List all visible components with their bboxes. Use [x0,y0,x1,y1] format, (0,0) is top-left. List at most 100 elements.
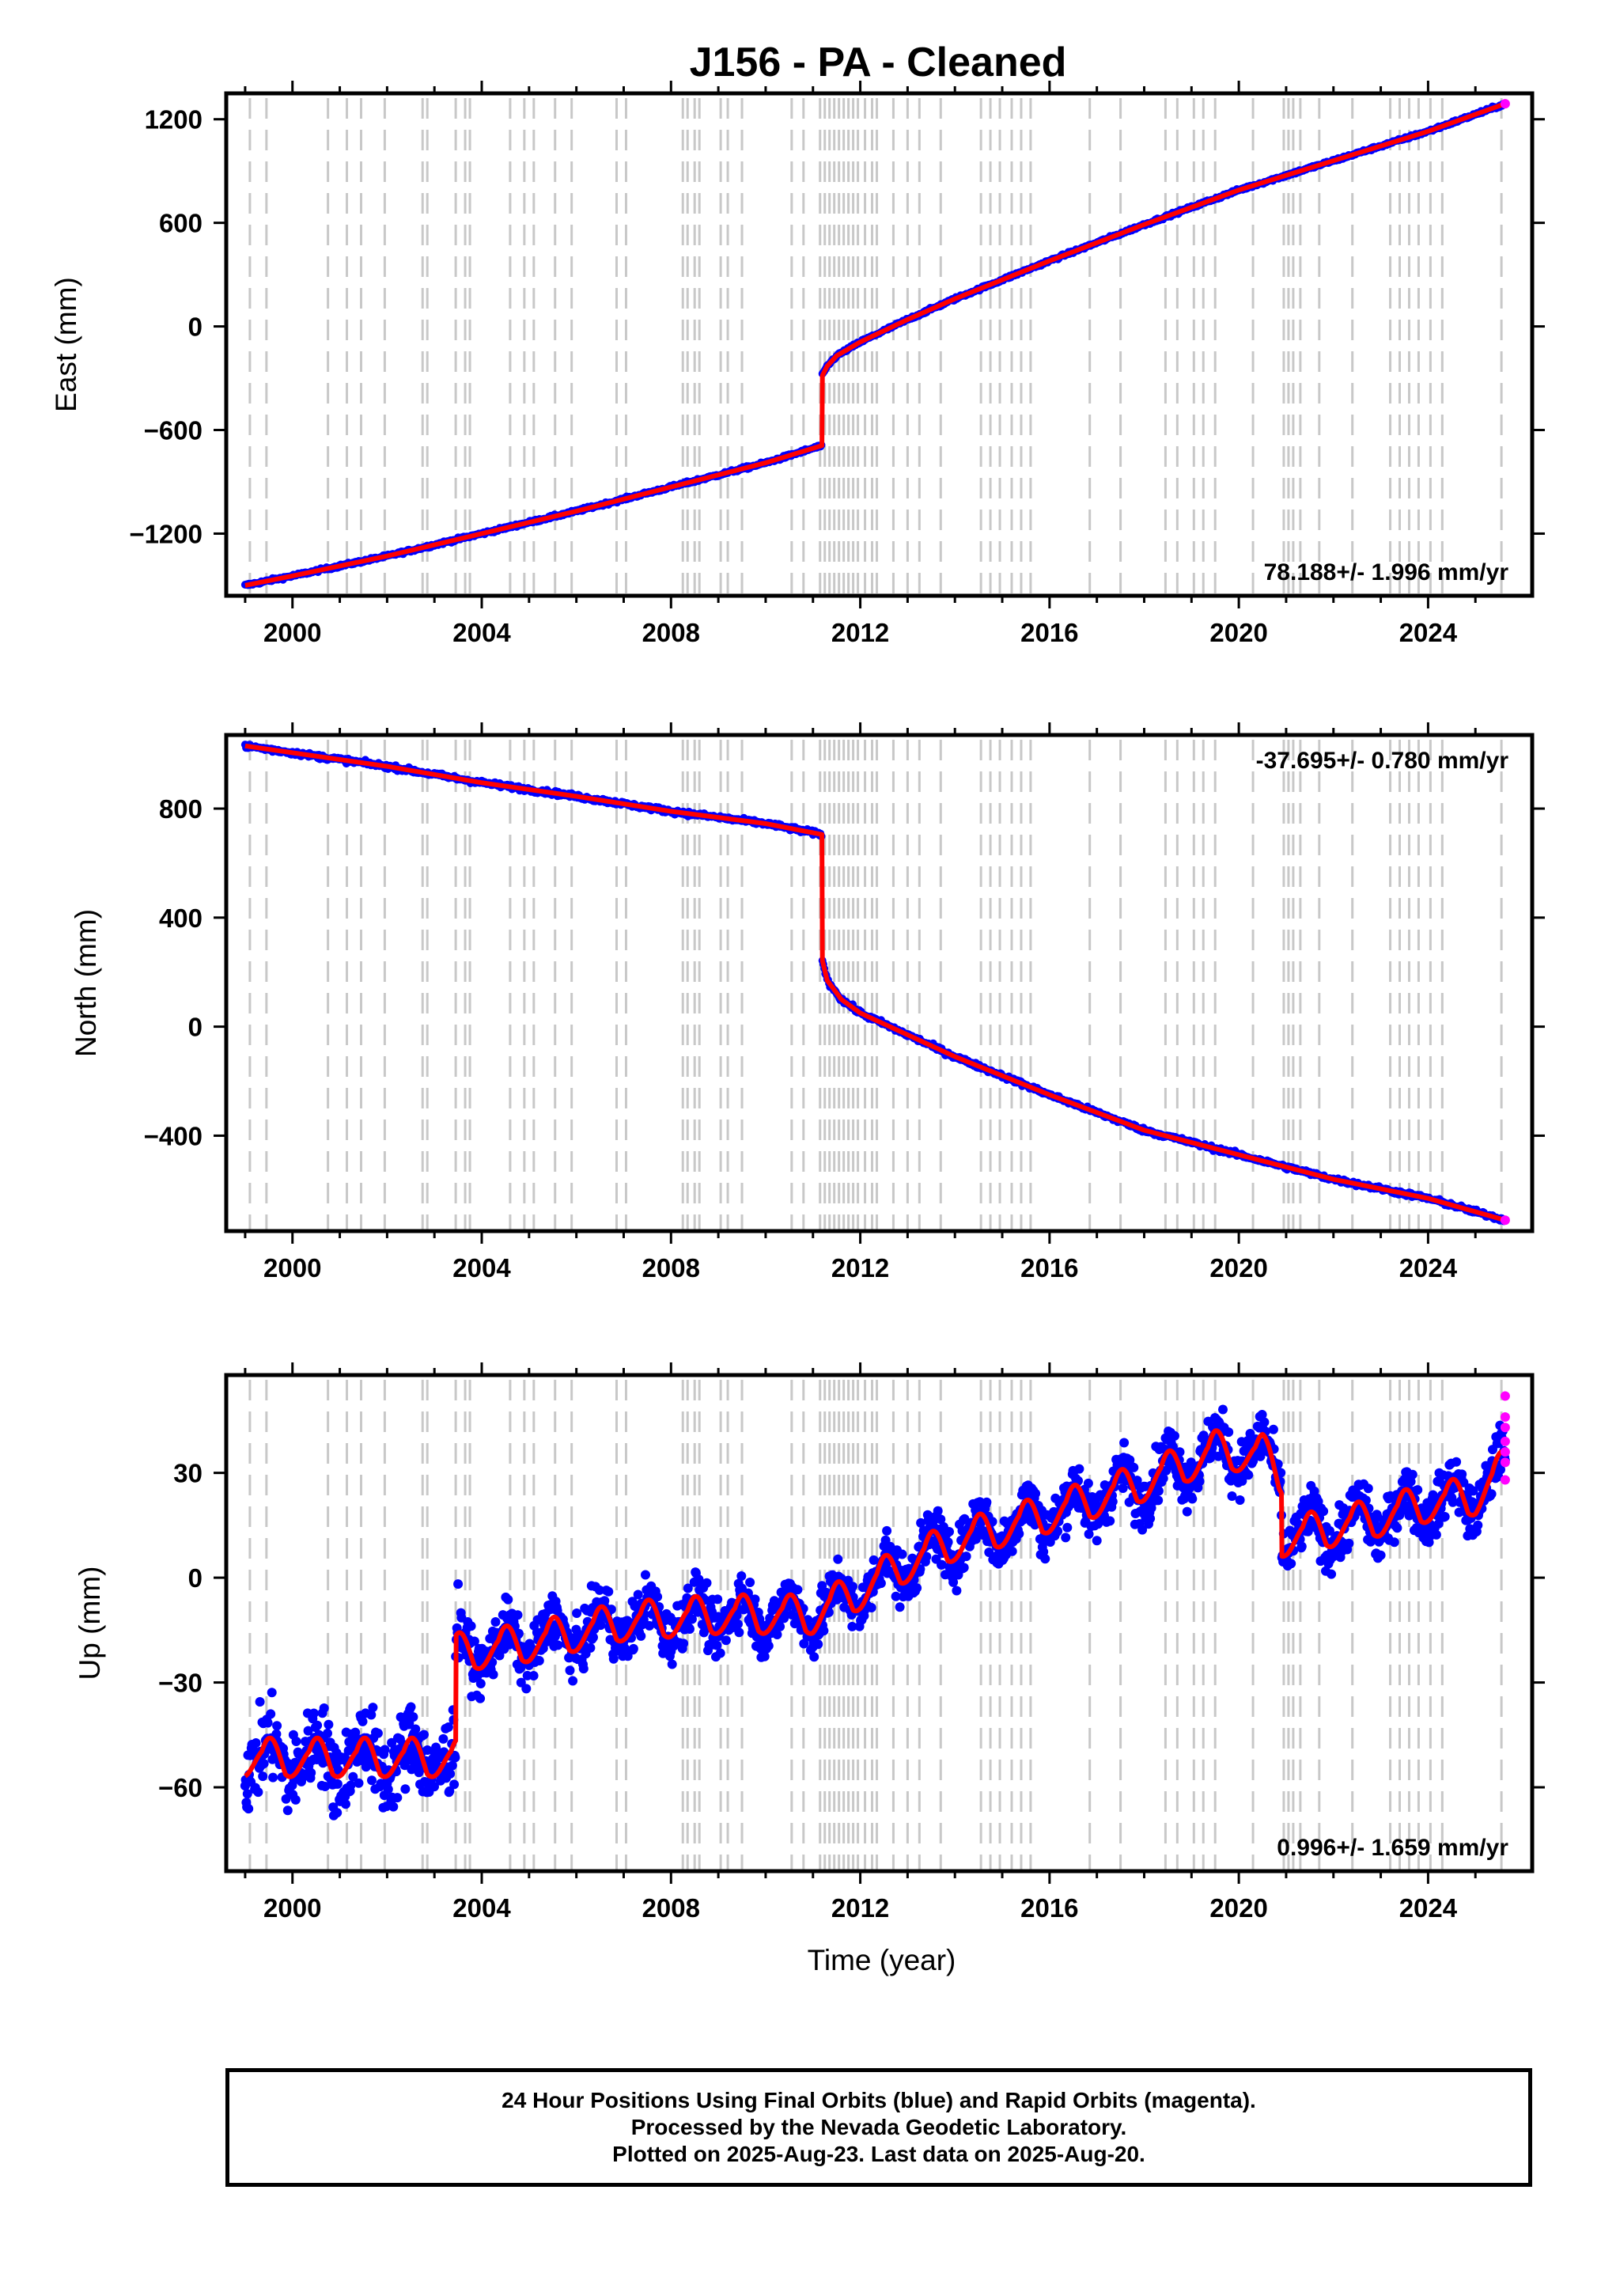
data-point [912,1583,922,1593]
data-point [1327,1569,1337,1579]
data-point [733,1619,743,1629]
data-point [1243,1470,1254,1480]
data-point [653,1592,663,1602]
data-point [263,1718,273,1728]
data-point [266,1709,276,1719]
data-point [450,1752,460,1763]
data-point [1031,1488,1041,1498]
data-point [982,1497,992,1507]
x-tick-label: 2008 [642,618,700,647]
data-point [346,1780,356,1790]
data-point [438,1733,449,1744]
data-point [323,1728,332,1738]
rapid-point [1500,1215,1510,1226]
y-tick-label: −1200 [129,519,202,548]
data-point [272,1721,282,1731]
x-tick-label: 2012 [831,1253,889,1283]
data-point [793,1585,803,1595]
data-point [819,1626,829,1636]
data-point [721,1635,731,1646]
x-tick-label: 2016 [1020,1253,1078,1283]
data-point [685,1624,695,1634]
data-point [291,1737,301,1746]
data-point [600,1596,610,1606]
data-point [253,1787,263,1798]
up-panel: 2000 2004 2008 2012 2016 2020 2024−60−30030Up … [74,1362,1545,1976]
data-point [608,1654,619,1664]
data-point [392,1793,403,1803]
data-point [713,1594,723,1605]
data-point [1092,1536,1102,1546]
data-point [406,1702,416,1712]
data-point [503,1594,513,1605]
data-point [308,1708,319,1718]
y-tick-label: −400 [144,1121,202,1150]
data-point [408,1712,418,1722]
data-point [255,1697,265,1707]
data-point [1061,1533,1071,1543]
data-point [1187,1494,1198,1504]
data-point [1153,1486,1164,1496]
data-point [332,1808,343,1818]
y-tick-label: 600 [159,209,202,238]
plot-area [240,1380,1510,1871]
y-tick-label: 0 [188,313,202,342]
data-point [876,1578,886,1589]
x-tick-label: 2000 [263,1253,321,1283]
data-point [367,1775,377,1786]
chart-title: J156 - PA - Cleaned [690,40,1067,85]
data-point [809,1652,819,1662]
data-point [1259,1417,1270,1427]
data-point [679,1639,689,1649]
rate-label: -37.695+/- 0.780 mm/yr [1256,748,1509,774]
data-point [1014,1529,1024,1539]
data-point [368,1703,378,1713]
data-point [848,1582,857,1592]
north-panel: 2000 2004 2008 2012 2016 2020 2024−4000400800N… [70,722,1545,1283]
data-point [961,1552,971,1562]
data-point [290,1794,301,1805]
data-point [490,1617,501,1627]
data-point [445,1769,456,1779]
data-point [1062,1522,1073,1533]
plot-area [240,98,1510,596]
rapid-positions [1500,99,1510,109]
y-tick-label: 1200 [145,105,202,135]
data-point [341,1799,350,1809]
data-point [358,1716,368,1726]
data-point [745,1578,755,1587]
data-point [702,1578,712,1588]
model-line [243,101,1508,588]
data-point [1235,1495,1245,1505]
y-axis-label: North (mm) [70,909,102,1057]
data-point [944,1527,954,1536]
x-tick-label: 2020 [1209,1253,1267,1283]
x-tick-label: 2024 [1399,1253,1458,1283]
data-point [897,1549,907,1559]
data-point [268,1772,278,1783]
data-point [1007,1546,1017,1556]
data-point [628,1643,638,1654]
data-point [282,1805,293,1816]
data-point [380,1745,390,1755]
x-tick-label: 2008 [642,1253,700,1283]
data-point [1153,1495,1164,1506]
data-point [895,1602,905,1612]
data-point [736,1571,747,1581]
data-point [1119,1438,1130,1448]
y-tick-label: 800 [159,794,202,824]
data-point [466,1621,476,1631]
data-point [488,1669,498,1680]
data-point [565,1665,575,1676]
data-point [633,1589,643,1600]
rate-label: 78.188+/- 1.996 mm/yr [1264,559,1509,585]
data-point [1074,1464,1084,1474]
data-point [383,1784,393,1794]
data-point [534,1656,544,1665]
data-point [578,1664,589,1674]
data-point [763,1641,774,1651]
data-point [513,1610,523,1620]
data-point [585,1642,596,1653]
data-point [1107,1496,1118,1506]
